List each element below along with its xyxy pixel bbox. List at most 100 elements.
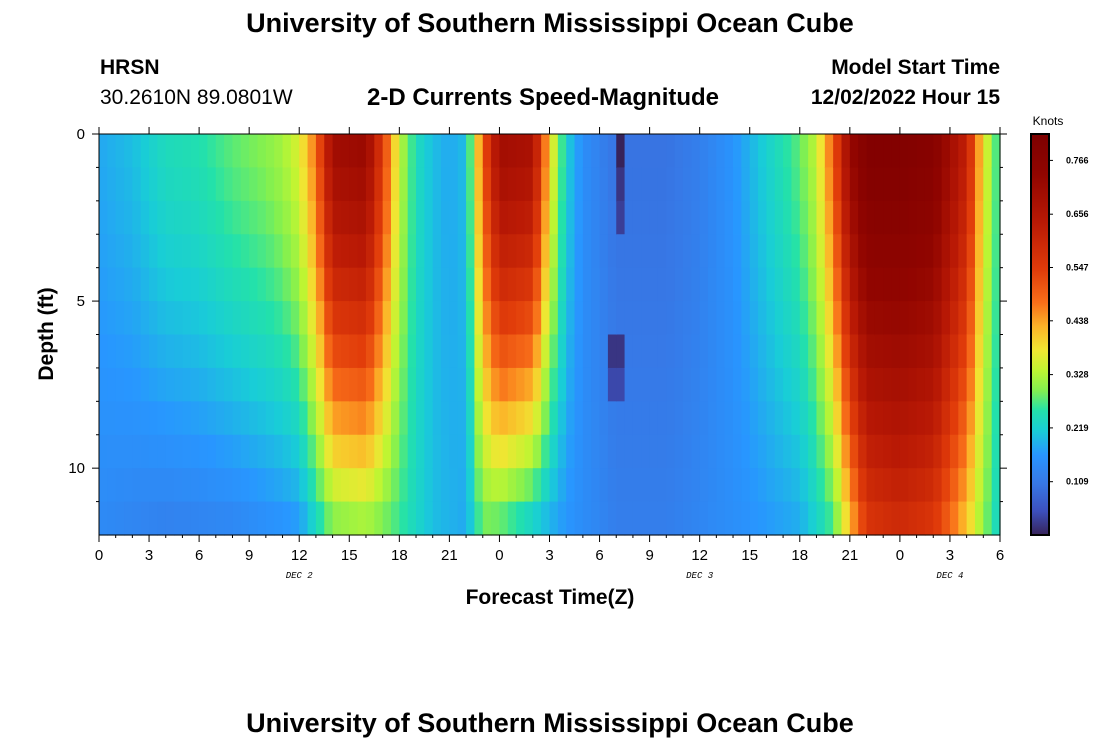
heatmap-cell (508, 435, 517, 469)
heatmap-cell (933, 134, 942, 168)
heatmap-cell (950, 134, 959, 168)
heatmap-cell (283, 201, 292, 235)
heatmap-cell (207, 268, 216, 302)
heatmap-cell (299, 134, 308, 168)
heatmap-cell (892, 401, 901, 435)
heatmap-cell (633, 468, 642, 502)
heatmap-cell (308, 468, 317, 502)
heatmap-cell (750, 335, 759, 369)
heatmap-cell (950, 234, 959, 268)
heatmap-cell (892, 468, 901, 502)
colorbar-tick-label: 0.656 (1066, 209, 1089, 219)
heatmap-cell (358, 502, 367, 536)
heatmap-cell (449, 502, 458, 536)
heatmap-cell (841, 268, 850, 302)
heatmap-cell (99, 368, 108, 402)
heatmap-cell (241, 502, 250, 536)
heatmap-cell (575, 201, 584, 235)
heatmap-cell (800, 268, 809, 302)
heatmap-cell (182, 435, 191, 469)
heatmap-cell (933, 301, 942, 335)
heatmap-cell (232, 435, 241, 469)
heatmap-cell (207, 502, 216, 536)
heatmap-cell (591, 201, 600, 235)
heatmap-cell (600, 301, 609, 335)
heatmap-cell (232, 268, 241, 302)
heatmap-cell (600, 335, 609, 369)
heatmap-cell (182, 301, 191, 335)
heatmap-cell (700, 201, 709, 235)
heatmap-cell (992, 201, 1001, 235)
colorbar-tick-label: 0.766 (1066, 155, 1089, 165)
heatmap-cell (399, 301, 408, 335)
heatmap-cell (633, 234, 642, 268)
heatmap-cell (875, 502, 884, 536)
heatmap-cell (224, 234, 233, 268)
heatmap-cell (191, 301, 200, 335)
heatmap-cell (725, 468, 734, 502)
heatmap-cell (675, 335, 684, 369)
heatmap-cell (575, 301, 584, 335)
heatmap-cell (374, 201, 383, 235)
heatmap-cell (591, 167, 600, 201)
heatmap-cell (116, 401, 125, 435)
heatmap-cell (725, 234, 734, 268)
heatmap-cell (917, 268, 926, 302)
heatmap-cell (333, 335, 342, 369)
heatmap-cell (808, 301, 817, 335)
heatmap-cell (733, 301, 742, 335)
heatmap-cell (875, 134, 884, 168)
heatmap-cell (900, 268, 909, 302)
heatmap-cell (691, 502, 700, 536)
speed-heatmap-chart: 0 3 6 9 12 15 18 21 0 3 6 9 12 15 18 21 0 3 6DEC 2 DEC 3 DEC… (0, 0, 1100, 700)
heatmap-cell (249, 368, 258, 402)
heatmap-cell (207, 368, 216, 402)
heatmap-cell (274, 401, 283, 435)
heatmap-cell (608, 234, 617, 268)
heatmap-cell (416, 134, 425, 168)
heatmap-cell (441, 134, 450, 168)
heatmap-cell (650, 301, 659, 335)
heatmap-cell (750, 167, 759, 201)
heatmap-cell (900, 335, 909, 369)
heatmap-cell (157, 301, 166, 335)
heatmap-cell (291, 134, 300, 168)
heatmap-cell (174, 401, 183, 435)
heatmap-cell (491, 468, 500, 502)
heatmap-cell (908, 435, 917, 469)
heatmap-cell (808, 234, 817, 268)
heatmap-cell (858, 167, 867, 201)
heatmap-cell (900, 502, 909, 536)
heatmap-cell (733, 201, 742, 235)
heatmap-cell (516, 401, 525, 435)
heatmap-cell (116, 468, 125, 502)
heatmap-cell (833, 134, 842, 168)
heatmap-cell (867, 167, 876, 201)
heatmap-cell (716, 335, 725, 369)
heatmap-cell (875, 234, 884, 268)
heatmap-cell (249, 401, 258, 435)
heatmap-cell (266, 301, 275, 335)
heatmap-cell (625, 468, 634, 502)
heatmap-cell (499, 368, 508, 402)
heatmap-cell (458, 201, 467, 235)
heatmap-cell (791, 401, 800, 435)
heatmap-cell (841, 468, 850, 502)
heatmap-cell (149, 134, 158, 168)
heatmap-cell (524, 502, 533, 536)
heatmap-cell (942, 234, 951, 268)
heatmap-cell (466, 268, 475, 302)
heatmap-cell (650, 401, 659, 435)
heatmap-cell (733, 401, 742, 435)
heatmap-cell (483, 268, 492, 302)
heatmap-cell (166, 502, 175, 536)
heatmap-cell (775, 502, 784, 536)
heatmap-cell (917, 167, 926, 201)
heatmap-cell (441, 234, 450, 268)
heatmap-cell (750, 201, 759, 235)
heatmap-cell (958, 335, 967, 369)
heatmap-cell (449, 301, 458, 335)
heatmap-cell (433, 167, 442, 201)
heatmap-cell (499, 201, 508, 235)
heatmap-cell (182, 234, 191, 268)
